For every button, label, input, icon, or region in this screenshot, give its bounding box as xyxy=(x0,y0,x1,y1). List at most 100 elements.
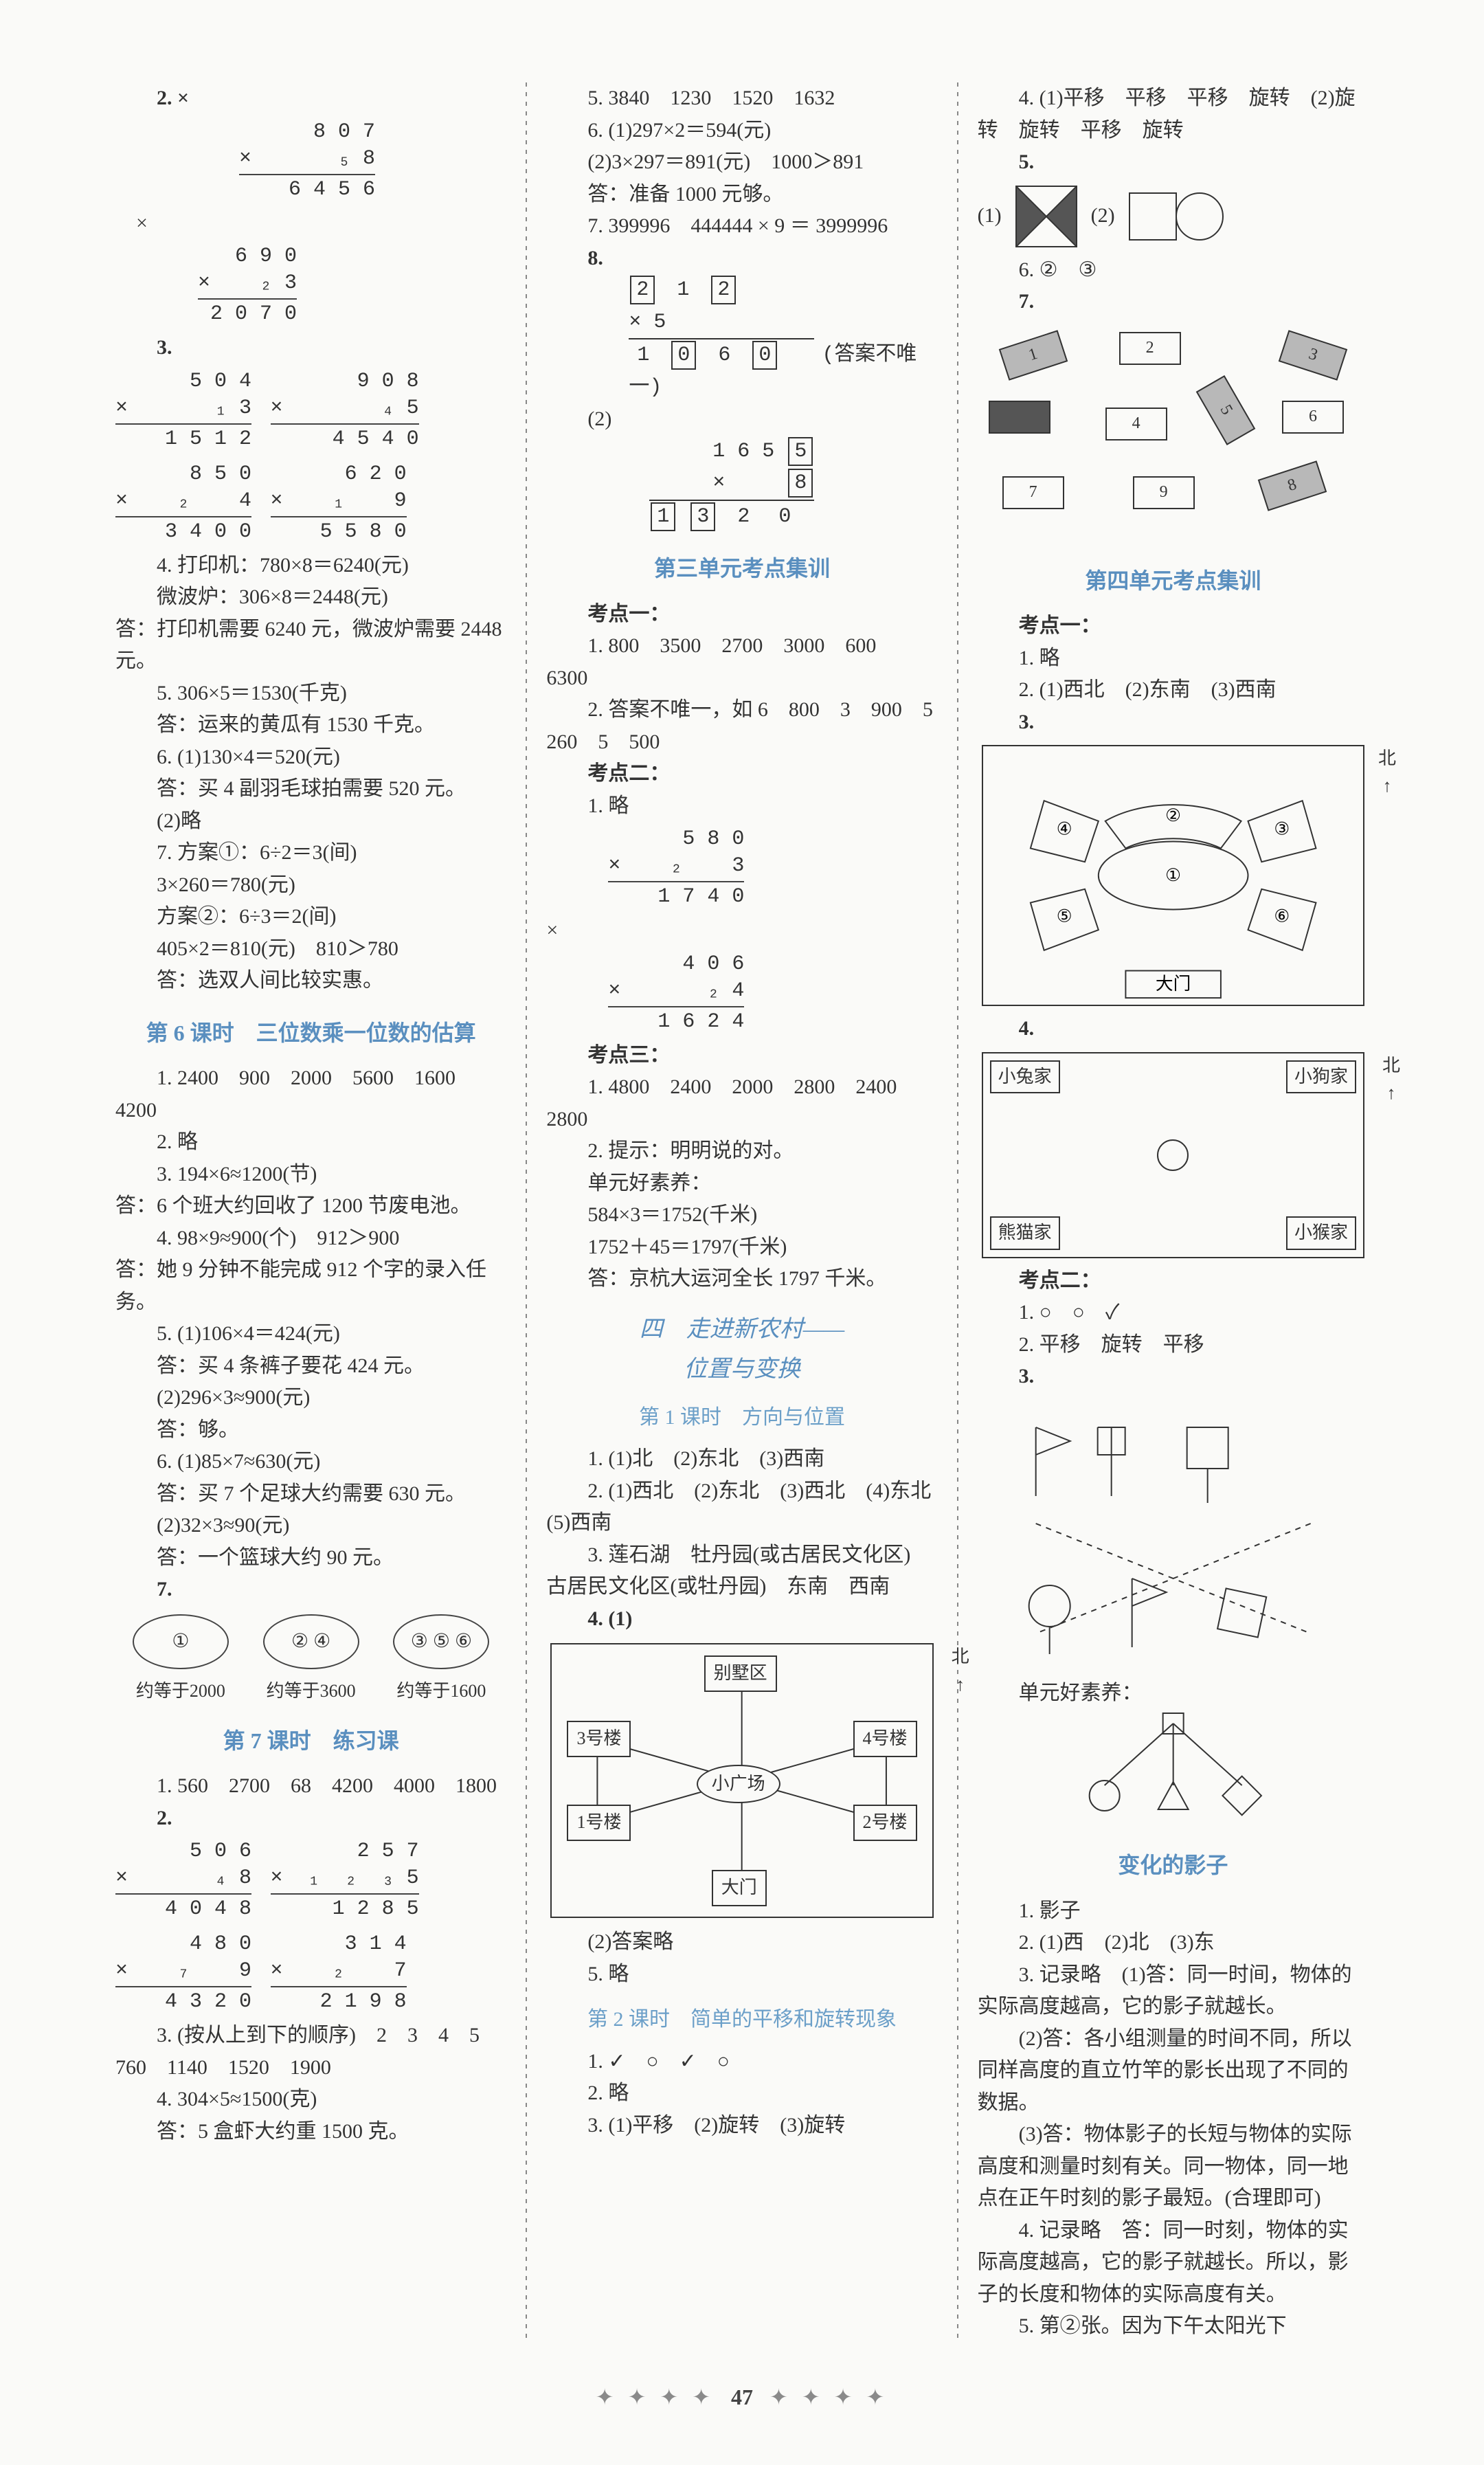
text: 2. (1)西北 (2)东北 (3)西北 (4)东北 (5)西南 xyxy=(546,1475,937,1539)
svg-text:④: ④ xyxy=(1056,819,1072,839)
text: 7. 方案①：6÷2＝3(间) xyxy=(115,837,506,869)
text: 5. xyxy=(978,146,1369,179)
multiplication: 4 8 0 × ₇ 9 4 3 2 0 xyxy=(115,1931,251,2016)
text: 6. ② ③ xyxy=(978,254,1369,287)
home-tag: 熊猫家 xyxy=(990,1216,1060,1249)
text: (2) xyxy=(546,403,937,436)
text: 8. xyxy=(546,243,937,275)
text: 7. xyxy=(115,1574,506,1606)
tile: 1 xyxy=(998,330,1067,380)
text: 5. (1)106×4＝424(元) xyxy=(115,1318,506,1350)
scatter-diagram: 1 2 3 4 5 6 7 9 8 xyxy=(982,325,1364,545)
text: 5. 3840 1230 1520 1632 xyxy=(546,82,937,115)
multiplication: 8 0 7 × ₅ 8 6 4 5 6 xyxy=(239,119,375,203)
home-tag: 小猴家 xyxy=(1286,1216,1356,1249)
rotation-puzzle xyxy=(982,1400,1364,1671)
text: 1. (1)北 (2)东北 (3)西南 xyxy=(546,1443,937,1475)
text: 405×2＝810(元) 810＞780 xyxy=(115,933,506,966)
text: 考点三： xyxy=(546,1040,937,1072)
multiplication: 5 8 0 × ₂ 3 1 7 4 0 xyxy=(608,826,744,911)
tile: 2 xyxy=(1119,332,1181,365)
map-node: 1号楼 xyxy=(567,1805,631,1840)
text: 答：她 9 分钟不能完成 912 个字的录入任务。 xyxy=(115,1254,506,1318)
unit-heading: 第三单元考点集训 xyxy=(546,552,937,586)
chapter-heading: 位置与变换 xyxy=(546,1352,937,1388)
lesson-heading: 第 7 课时 练习课 xyxy=(115,1724,506,1759)
chapter-heading: 四 走进新农村—— xyxy=(546,1312,937,1348)
multiplication: 5 0 4 × ₁ 3 1 5 1 2 xyxy=(115,368,251,453)
text: 2. 略 xyxy=(546,2077,937,2110)
tile: 4 xyxy=(1105,408,1167,440)
home-tag: 小兔家 xyxy=(990,1060,1060,1093)
text: 1. 800 3500 2700 3000 600 6300 xyxy=(546,630,937,694)
label: (1) xyxy=(978,200,1002,232)
text: 2. 答案不唯一，如 6 800 3 900 5 260 5 500 xyxy=(546,694,937,758)
svg-text:③: ③ xyxy=(1274,819,1290,839)
tile: 8 xyxy=(1258,460,1327,511)
rect-circle-icon xyxy=(1129,192,1224,241)
tile: 3 xyxy=(1279,330,1347,380)
oval: ③ ⑤ ⑥ xyxy=(393,1614,489,1669)
multiplication: 3 1 4 × ₂ 7 2 1 9 8 xyxy=(271,1931,407,2016)
text: × 5 xyxy=(629,306,937,339)
text: (2)略 xyxy=(115,805,506,838)
boxed-row: 2 1 2 xyxy=(629,274,937,306)
text: 3. xyxy=(115,332,506,364)
text: 1. ✓ ○ ✓ ○ xyxy=(546,2046,937,2078)
page-footer: ✦ ✦ ✦ ✦ 47 ✦ ✦ ✦ ✦ xyxy=(96,2384,1388,2410)
boxed-row: 1 3 2 0 xyxy=(649,501,937,533)
shapes-diagram: (1) (2) xyxy=(978,186,1369,247)
north-indicator: 北 ↑ xyxy=(1378,745,1396,801)
multiplication: 2 5 7 × ₁ ₂ ₃ 5 1 2 8 5 xyxy=(271,1838,419,1923)
text: (3)答：物体影子的长短与物体的实际高度和测量时刻有关。同一物体，同一地点在正午… xyxy=(978,2119,1369,2215)
text: 4. (1)平移 平移 平移 旋转 (2)旋转 旋转 平移 旋转 xyxy=(978,82,1369,146)
text: 1. 4800 2400 2000 2800 2400 2800 xyxy=(546,1071,937,1135)
text: 考点二： xyxy=(978,1265,1369,1297)
label: 约等于2000 xyxy=(136,1677,225,1705)
text: 7. 399996 444444 × 9 ＝ 3999996 xyxy=(546,210,937,243)
text: 1. 2400 900 2000 5600 1600 4200 xyxy=(115,1062,506,1126)
text: 2. 平移 旋转 平移 xyxy=(978,1329,1369,1361)
tile: 5 xyxy=(1195,375,1255,445)
svg-text:⑤: ⑤ xyxy=(1056,906,1072,926)
text: 3. 记录略 (1)答：同一时间，物体的实际高度越高，它的影子就越长。 xyxy=(978,1959,1369,2023)
text: 考点二： xyxy=(546,758,937,790)
map-node: 别墅区 xyxy=(704,1655,777,1691)
text: 2. (1)西 (2)北 (3)东 xyxy=(978,1927,1369,1959)
page-number: 47 xyxy=(731,2385,753,2410)
text: 答：准备 1000 元够。 xyxy=(546,179,937,211)
text: 答：打印机需要 6240 元，微波炉需要 2448 元。 xyxy=(115,614,506,678)
oval-labels: 约等于2000 约等于3600 约等于1600 xyxy=(115,1677,506,1705)
text: 1. 影子 xyxy=(978,1895,1369,1928)
text: 1. ○ ○ ✓ xyxy=(978,1297,1369,1329)
text: (2)32×3≈90(元) xyxy=(115,1510,506,1542)
multiplication: 6 2 0 × ₁ 9 5 5 8 0 xyxy=(271,461,407,546)
text: 答：6 个班大约回收了 1200 节废电池。 xyxy=(115,1190,506,1223)
text: 3×260＝780(元) xyxy=(115,869,506,902)
text: 3. xyxy=(978,706,1369,739)
text: 2. × xyxy=(157,87,189,109)
label: (2) xyxy=(1091,200,1115,232)
text: 4. 打印机：780×8＝6240(元) xyxy=(115,550,506,582)
text: 7. xyxy=(978,286,1369,318)
text: (2)296×3≈900(元) xyxy=(115,1382,506,1414)
gate-label: 大门 xyxy=(1156,974,1191,994)
text: 单元好素养： xyxy=(546,1168,937,1200)
text: 2. 略 xyxy=(115,1126,506,1159)
text: 答：买 7 个足球大约需要 630 元。 xyxy=(115,1478,506,1510)
ovals-diagram: ① ② ④ ③ ⑤ ⑥ xyxy=(115,1614,506,1669)
text: 1. 560 2700 68 4200 4000 1800 xyxy=(115,1770,506,1803)
text: 答：够。 xyxy=(115,1414,506,1447)
text: 答：买 4 副羽毛球拍需要 520 元。 xyxy=(115,773,506,805)
page: 2. × 8 0 7 × ₅ 8 6 4 5 6 × 6 9 0 × ₂ 3 2… xyxy=(0,0,1484,2465)
multiplication: 5 0 6 × ₄ 8 4 0 4 8 xyxy=(115,1838,251,1923)
text: 4. xyxy=(978,1013,1369,1045)
multiplication: 6 9 0 × ₂ 3 2 0 7 0 xyxy=(198,243,297,328)
text: 6. (1)85×7≈630(元) xyxy=(115,1446,506,1478)
text: 2. 提示：明明说的对。 xyxy=(546,1135,937,1168)
text: 2. xyxy=(115,1803,506,1835)
text: 考点一： xyxy=(978,610,1369,643)
text: 5. 第②张。因为下午太阳光下 xyxy=(978,2310,1369,2343)
multiplication: 4 0 6 × ₂ 4 1 6 2 4 xyxy=(608,951,744,1036)
text: 4. 记录略 答：同一时刻，物体的实际高度越高，它的影子就越长。所以，影子的长度… xyxy=(978,2215,1369,2311)
